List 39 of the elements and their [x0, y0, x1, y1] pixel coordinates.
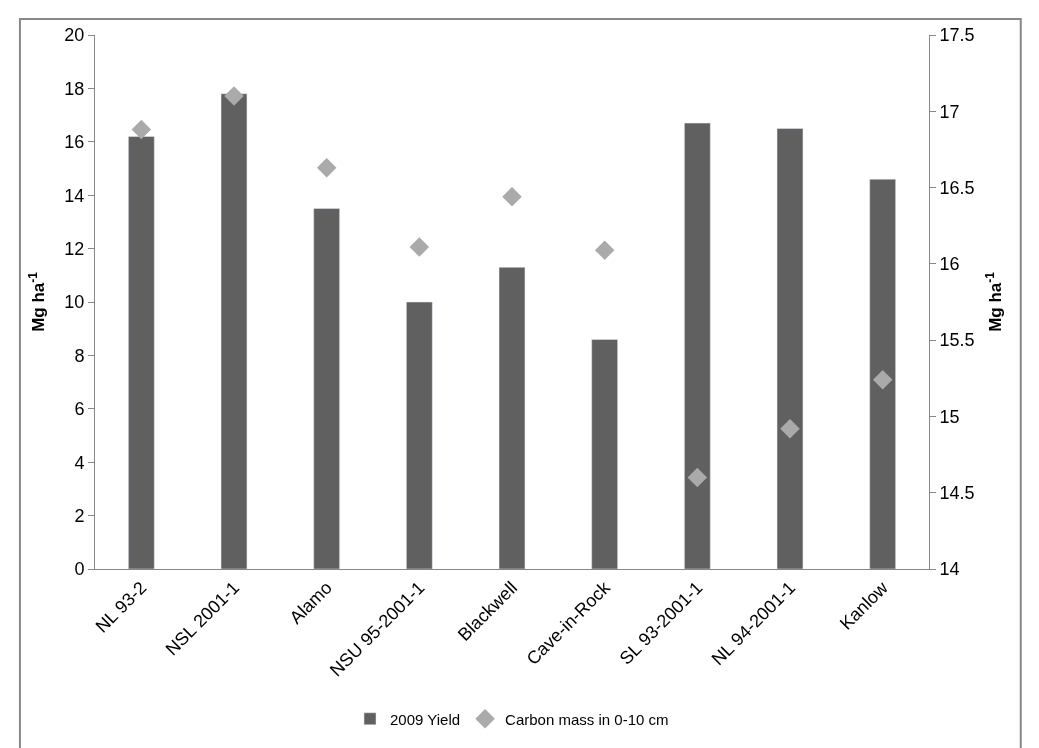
point	[409, 237, 430, 257]
bar	[591, 339, 618, 569]
point	[224, 86, 244, 106]
y2-tick-label: 14	[939, 559, 960, 580]
y2-tick-label: 17	[939, 101, 960, 122]
point	[780, 418, 800, 439]
bar	[776, 128, 804, 569]
y2-tick-label: 17.5	[939, 25, 975, 46]
point	[594, 240, 615, 260]
legend-label: 2009 Yield	[390, 710, 461, 728]
y-tick-label: 16	[64, 132, 85, 153]
y-tick-label: 6	[74, 399, 85, 420]
bar	[313, 208, 340, 569]
y-tick-label: 10	[64, 292, 85, 313]
y-tick-label: 12	[64, 238, 85, 259]
bar	[684, 122, 711, 569]
bar	[128, 136, 155, 569]
y-tick-label: 8	[74, 345, 85, 366]
y-tick-label: 20	[64, 25, 85, 46]
point	[316, 157, 337, 178]
point	[131, 119, 152, 140]
y2-tick-label: 16.5	[939, 177, 975, 198]
bar	[220, 93, 248, 569]
point	[872, 370, 893, 390]
y-tick-label: 4	[74, 452, 85, 473]
point	[502, 186, 522, 207]
y-tick-label: 0	[74, 559, 85, 580]
y2-tick-label: 15.5	[939, 330, 975, 351]
bar	[406, 301, 433, 569]
legend-label: Carbon mass in 0-10 cm	[505, 710, 669, 728]
y2-tick-label: 15	[939, 406, 960, 427]
bar	[498, 267, 526, 569]
bar	[869, 178, 896, 569]
y2-tick-label: 14.5	[939, 483, 975, 504]
y-tick-label: 14	[64, 185, 85, 206]
y-tick-label: 18	[64, 78, 85, 99]
y-tick-label: 2	[74, 505, 85, 526]
point	[687, 467, 708, 488]
y2-tick-label: 16	[939, 254, 960, 275]
